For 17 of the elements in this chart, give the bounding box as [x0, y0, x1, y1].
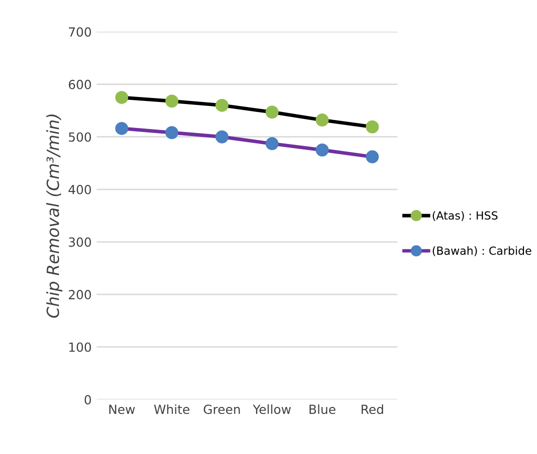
y-tick-label: 100: [69, 342, 91, 352]
legend-label: (Atas) : HSS: [432, 211, 498, 221]
y-tick-label: 600: [68, 80, 91, 90]
y-tick-label: 500: [68, 132, 91, 142]
x-tick-label: White: [154, 404, 190, 414]
legend-label: (Bawah) : Carbide: [432, 246, 532, 256]
y-axis-title: Chip Removal (Cm³/min): [46, 114, 62, 318]
y-tick-label: 200: [68, 290, 91, 300]
y-tick-label: 700: [68, 27, 91, 37]
y-tick-label: 400: [68, 184, 91, 194]
x-tick-label: Green: [204, 404, 240, 414]
x-tick-label: Red: [362, 404, 384, 414]
x-tick-label: Blue: [310, 404, 336, 414]
y-tick-label: 300: [68, 237, 91, 247]
x-tick-label: New: [109, 404, 135, 414]
x-tick-label: Yellow: [252, 404, 291, 414]
y-tick-label: 0: [84, 394, 91, 404]
